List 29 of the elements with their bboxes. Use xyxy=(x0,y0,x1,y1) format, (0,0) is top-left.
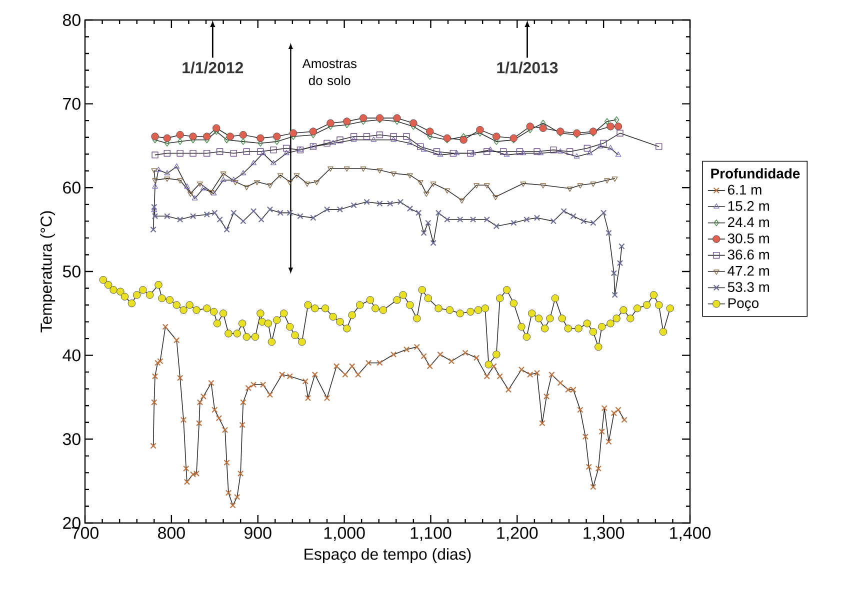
legend-title: Profundidade xyxy=(711,168,800,178)
x-tick-label: 1,200 xyxy=(497,526,538,541)
legend-label: 36.6 m xyxy=(728,250,770,260)
y-tick-label: 40 xyxy=(62,349,80,362)
legend-label: 6.1 m xyxy=(728,184,762,195)
x-axis-title: Espaço de tempo (dias) xyxy=(304,548,471,564)
x-tick-label: 1,000 xyxy=(324,526,365,541)
annotation: 1/1/2012 xyxy=(182,62,244,74)
x-tick-label: 1,400 xyxy=(670,526,711,541)
y-tick-label: 50 xyxy=(62,265,80,278)
annotation: 1/1/2013 xyxy=(497,62,558,74)
x-tick-label: 700 xyxy=(72,526,98,539)
legend-label: 47.2 m xyxy=(728,266,770,276)
y-tick-label: 60 xyxy=(63,182,80,194)
legend-label: 30.5 m xyxy=(728,233,770,244)
y-tick-label: 70 xyxy=(63,98,80,110)
y-tick-label: 80 xyxy=(62,14,80,26)
y-axis-title: Temperatura (°C) xyxy=(40,211,56,332)
x-tick-label: 800 xyxy=(158,526,185,539)
legend-label: Poço xyxy=(728,298,759,311)
annotation: Amostras do solo xyxy=(302,59,357,86)
y-tick-label: 20 xyxy=(63,516,80,529)
legend-label: 24.4 m xyxy=(728,217,770,227)
y-tick-label: 30 xyxy=(62,433,80,446)
legend-label: 53.3 m xyxy=(728,282,770,292)
x-tick-label: 1,300 xyxy=(584,526,624,541)
x-tick-label: 1,100 xyxy=(410,526,452,541)
x-tick-label: 900 xyxy=(244,526,272,539)
legend-label: 15.2 m xyxy=(728,201,770,211)
